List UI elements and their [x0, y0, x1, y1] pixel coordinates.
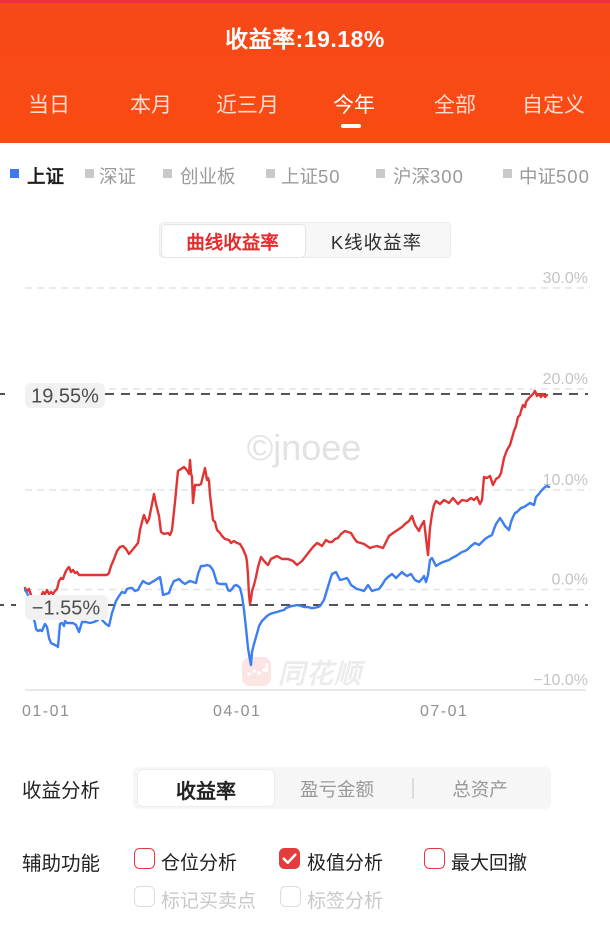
svg-text:©jnoee: ©jnoee [247, 427, 362, 468]
svg-text:19.55%: 19.55% [31, 386, 99, 408]
svg-text:30.0%: 30.0% [543, 270, 588, 287]
svg-text:20.0%: 20.0% [543, 371, 588, 388]
svg-text:10.0%: 10.0% [543, 472, 588, 489]
svg-text:同花顺: 同花顺 [278, 659, 366, 689]
svg-text:−10.0%: −10.0% [533, 672, 588, 689]
svg-text:−1.55%: −1.55% [32, 598, 101, 620]
svg-text:0.0%: 0.0% [552, 572, 588, 589]
